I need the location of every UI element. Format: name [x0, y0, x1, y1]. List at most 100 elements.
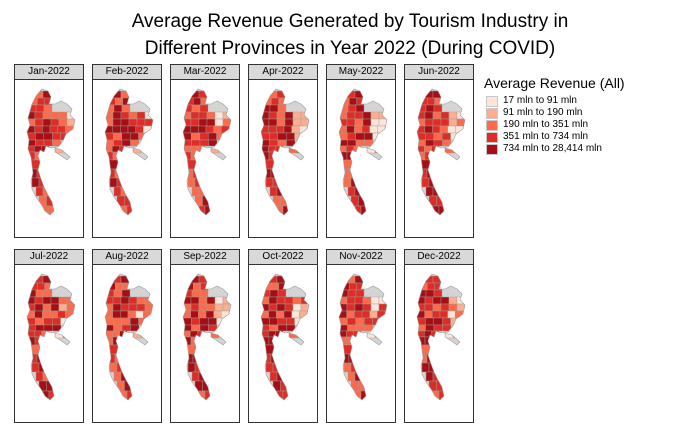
facet-panel: Jan-2022	[14, 64, 84, 238]
province-region	[417, 289, 427, 298]
province-region	[346, 145, 354, 153]
province-region	[421, 177, 430, 188]
province-region	[268, 145, 276, 153]
legend-item: 17 mln to 91 mln	[484, 95, 694, 108]
province-region	[292, 111, 302, 120]
map-panel	[14, 79, 84, 238]
province-region	[272, 380, 281, 392]
province-region	[49, 125, 58, 134]
province-map	[26, 273, 76, 401]
province-region	[347, 324, 357, 332]
province-region	[277, 132, 287, 141]
province-region	[268, 125, 277, 134]
province-region	[105, 118, 114, 127]
province-region	[50, 303, 60, 312]
legend-label: 190 mln to 351 mln	[503, 119, 589, 130]
province-region	[286, 132, 295, 141]
province-region	[128, 296, 138, 305]
province-region	[269, 104, 279, 113]
province-region	[355, 324, 365, 332]
province-region	[433, 317, 443, 326]
province-region	[269, 317, 278, 326]
province-region	[190, 296, 200, 305]
province-region	[283, 310, 292, 319]
province-region	[362, 111, 372, 120]
province-region	[432, 310, 441, 319]
province-region	[206, 118, 216, 127]
map-panel	[92, 264, 162, 423]
province-region	[432, 296, 442, 305]
province-region	[339, 289, 349, 298]
province-map	[416, 273, 466, 401]
facet-strip-label: Jan-2022	[14, 64, 84, 80]
province-region	[432, 390, 440, 400]
province-region	[424, 111, 434, 120]
province-region	[269, 139, 279, 147]
province-region	[130, 132, 139, 141]
province-region	[128, 303, 138, 312]
country-border	[104, 273, 154, 401]
province-region	[425, 139, 435, 147]
province-region	[35, 289, 45, 298]
province-region	[280, 195, 289, 207]
province-region	[433, 104, 443, 113]
province-region	[128, 111, 138, 120]
province-region	[425, 186, 434, 197]
province-region	[136, 118, 146, 127]
province-region	[214, 296, 224, 305]
province-region	[424, 118, 434, 127]
province-region	[284, 111, 294, 120]
province-region	[358, 380, 367, 392]
province-region	[35, 371, 44, 382]
province-map	[26, 88, 76, 216]
province-region	[27, 104, 37, 113]
province-region	[109, 362, 118, 373]
province-region	[277, 139, 287, 147]
province-region	[35, 317, 44, 326]
province-region	[190, 125, 199, 134]
province-region	[347, 104, 357, 113]
province-region	[109, 177, 118, 188]
province-region	[378, 296, 387, 305]
province-region	[206, 111, 216, 120]
province-region	[198, 296, 208, 305]
province-region	[29, 97, 38, 106]
province-region	[442, 132, 451, 141]
province-region	[447, 310, 456, 319]
legend-items: 17 mln to 91 mln 91 mln to 190 mln 190 mln…	[484, 95, 694, 156]
province-region	[57, 125, 66, 134]
map-panel	[170, 79, 240, 238]
province-region	[52, 317, 61, 326]
province-region	[340, 336, 348, 346]
province-region	[42, 310, 51, 319]
province-region	[277, 317, 287, 326]
province-region	[347, 289, 357, 298]
facet-strip-label: Dec-2022	[404, 249, 474, 265]
province-region	[205, 310, 214, 319]
province-region	[198, 111, 208, 120]
province-region	[187, 177, 196, 188]
province-region	[35, 132, 44, 141]
province-region	[432, 205, 440, 215]
province-region	[276, 125, 285, 134]
legend-label: 351 mln to 734 mln	[503, 131, 589, 142]
province-region	[58, 118, 68, 127]
province-region	[276, 390, 284, 400]
province-region	[347, 186, 356, 197]
map-panel	[326, 79, 396, 238]
province-region	[144, 296, 153, 305]
facet-strip-label: Jun-2022	[404, 64, 474, 80]
province-region	[199, 317, 209, 326]
province-region	[112, 125, 121, 134]
province-map	[104, 273, 154, 401]
province-region	[198, 118, 208, 127]
province-region	[440, 296, 450, 305]
province-region	[58, 296, 68, 305]
province-region	[107, 97, 116, 106]
province-region	[269, 324, 279, 332]
province-region	[370, 111, 380, 120]
province-map	[338, 88, 388, 216]
province-region	[268, 303, 278, 312]
province-region	[121, 139, 131, 147]
province-map	[182, 88, 232, 216]
